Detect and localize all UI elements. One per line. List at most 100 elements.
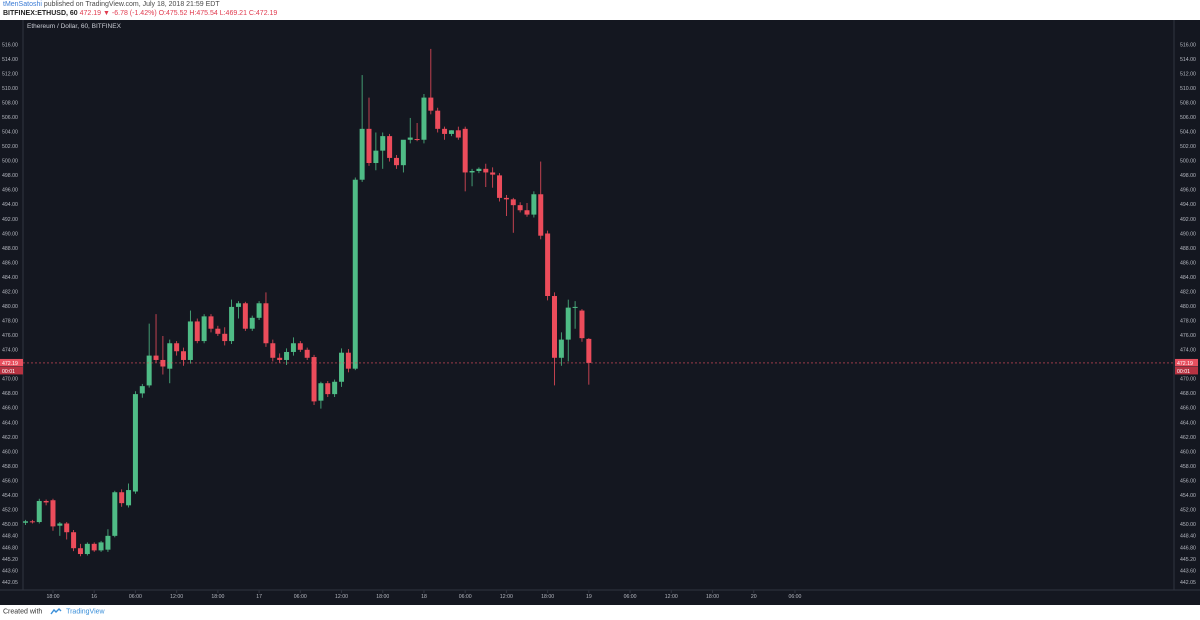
y-tick-label-right: 448.40 bbox=[1180, 534, 1196, 540]
candle-down bbox=[174, 343, 180, 352]
candle-up bbox=[572, 306, 578, 308]
candle-up bbox=[23, 521, 28, 523]
y-tick-label-left: 458.00 bbox=[2, 464, 18, 470]
x-tick-label: 18:00 bbox=[46, 594, 59, 600]
y-tick-label-left: 456.00 bbox=[2, 478, 18, 484]
candle-down bbox=[517, 205, 523, 211]
symbol-line: BITFINEX:ETHUSD, 60 472.19 ▼ -6.78 (-1.4… bbox=[3, 10, 277, 17]
tradingview-brand[interactable]: TradingView bbox=[66, 608, 105, 616]
chart-title: Ethereum / Dollar, 60, BITFINEX bbox=[27, 23, 122, 30]
y-tick-label-right: 504.00 bbox=[1180, 130, 1196, 136]
tradingview-logo-icon bbox=[50, 608, 62, 615]
candle-up bbox=[57, 523, 63, 526]
price-change: -6.78 (-1.42%) bbox=[111, 10, 157, 17]
x-tick-label: 18:00 bbox=[706, 594, 719, 600]
y-tick-label-right: 494.00 bbox=[1180, 202, 1196, 208]
publication-header: tMenSatoshi published on TradingView.com… bbox=[0, 0, 1200, 20]
candle-down bbox=[538, 194, 544, 236]
candle-up bbox=[290, 343, 296, 352]
candle-up bbox=[229, 306, 235, 342]
y-tick-label-left: 470.00 bbox=[2, 377, 18, 383]
candle-down bbox=[503, 197, 509, 200]
y-tick-label-right: 516.00 bbox=[1180, 42, 1196, 48]
candle-up bbox=[132, 394, 138, 492]
y-tick-label-right: 482.00 bbox=[1180, 289, 1196, 295]
candle-down bbox=[297, 343, 303, 350]
left-price-axis: 516.00 514.00 512.00 510.00 508.00 506.00 504.… bbox=[2, 42, 18, 585]
chart-background bbox=[0, 20, 1200, 605]
y-tick-label-left: 496.00 bbox=[2, 188, 18, 194]
candle-down bbox=[194, 321, 200, 342]
y-tick-label-right: 464.00 bbox=[1180, 420, 1196, 426]
candle-up bbox=[558, 339, 564, 358]
candle-up bbox=[400, 139, 406, 166]
x-tick-label: 06:00 bbox=[624, 594, 637, 600]
y-tick-label-left: 490.00 bbox=[2, 231, 18, 237]
price-tag-left bbox=[0, 358, 23, 367]
candle-down bbox=[311, 357, 317, 402]
x-tick-label: 18 bbox=[421, 594, 427, 600]
candle-down bbox=[325, 383, 331, 395]
candle-up bbox=[284, 351, 290, 360]
candle-down bbox=[510, 199, 516, 206]
y-tick-label-right: 488.00 bbox=[1180, 246, 1196, 252]
y-tick-label-left: 443.60 bbox=[2, 569, 18, 575]
candle-down bbox=[263, 303, 269, 344]
x-tick-label: 06:00 bbox=[788, 594, 801, 600]
y-tick-label-right: 452.00 bbox=[1180, 507, 1196, 513]
countdown-label-right: 00:01 bbox=[1177, 369, 1190, 375]
y-tick-label-left: 500.00 bbox=[2, 159, 18, 165]
candle-up bbox=[112, 492, 118, 536]
candle-up bbox=[256, 303, 262, 318]
candle-down bbox=[483, 168, 489, 173]
footer-credit: Created with TradingView bbox=[3, 608, 105, 615]
candle-down bbox=[277, 357, 283, 360]
author-link[interactable]: tMenSatoshi bbox=[3, 1, 42, 8]
x-tick-label: 06:00 bbox=[294, 594, 307, 600]
y-tick-label-right: 500.00 bbox=[1180, 159, 1196, 165]
y-tick-label-left: 478.00 bbox=[2, 319, 18, 325]
y-tick-label-left: 462.00 bbox=[2, 435, 18, 441]
candle-up bbox=[201, 316, 207, 342]
countdown-tag-right bbox=[1175, 366, 1198, 375]
candle-down bbox=[181, 351, 187, 360]
candle-down bbox=[242, 303, 248, 329]
y-tick-label-left: 504.00 bbox=[2, 130, 18, 136]
candle-down bbox=[545, 233, 551, 297]
chart-frame[interactable]: 516.00 514.00 512.00 510.00 508.00 506.00 504.… bbox=[0, 20, 1200, 605]
y-tick-label-left: 446.80 bbox=[2, 545, 18, 551]
candle-up bbox=[531, 194, 537, 215]
candle-up bbox=[359, 128, 365, 180]
candle-down bbox=[579, 310, 585, 339]
down-arrow-icon: ▼ bbox=[103, 10, 110, 17]
y-tick-label-left: 512.00 bbox=[2, 71, 18, 77]
y-tick-label-right: 462.00 bbox=[1180, 435, 1196, 441]
candle-down bbox=[119, 492, 125, 504]
candle-down bbox=[414, 139, 420, 141]
candle-up bbox=[448, 130, 454, 134]
candle-up bbox=[167, 343, 173, 369]
y-tick-label-right: 512.00 bbox=[1180, 71, 1196, 77]
y-tick-label-right: 498.00 bbox=[1180, 173, 1196, 179]
footer: Created with TradingView bbox=[0, 605, 1200, 620]
x-tick-label: 19 bbox=[586, 594, 592, 600]
y-tick-label-left: 452.00 bbox=[2, 507, 18, 513]
y-tick-label-right: 443.60 bbox=[1180, 569, 1196, 575]
candle-down bbox=[160, 359, 166, 367]
x-tick-label: 18:00 bbox=[211, 594, 224, 600]
candle-up bbox=[84, 543, 90, 555]
candlestick-chart[interactable]: 516.00 514.00 512.00 510.00 508.00 506.00 504.… bbox=[0, 20, 1200, 605]
y-tick-label-left: 468.00 bbox=[2, 391, 18, 397]
candle-down bbox=[208, 316, 214, 329]
y-tick-label-left: 466.00 bbox=[2, 406, 18, 412]
y-tick-label-right: 474.00 bbox=[1180, 348, 1196, 354]
candle-up bbox=[98, 542, 104, 551]
y-tick-label-right: 508.00 bbox=[1180, 100, 1196, 106]
candle-up bbox=[146, 355, 152, 386]
price-tag-label-left: 472.19 bbox=[2, 361, 18, 367]
x-tick-label: 20 bbox=[751, 594, 757, 600]
candle-up bbox=[235, 303, 241, 307]
y-tick-label-right: 514.00 bbox=[1180, 57, 1196, 63]
candle-up bbox=[476, 168, 482, 171]
x-tick-label: 12:00 bbox=[170, 594, 183, 600]
